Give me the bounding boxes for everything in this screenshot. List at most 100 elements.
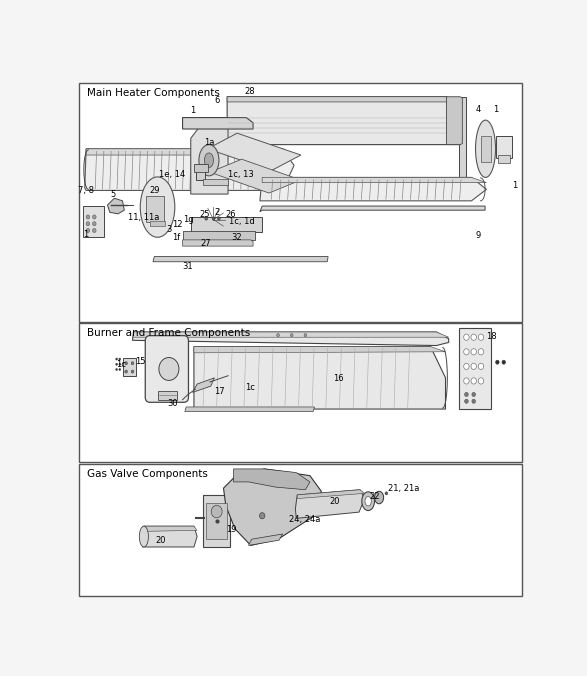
Polygon shape xyxy=(143,526,197,547)
Bar xyxy=(206,503,227,539)
Circle shape xyxy=(116,358,117,360)
Polygon shape xyxy=(86,149,294,155)
Polygon shape xyxy=(194,347,446,353)
Text: 21, 21a: 21, 21a xyxy=(387,483,419,493)
Polygon shape xyxy=(144,526,197,531)
Ellipse shape xyxy=(204,153,214,168)
Circle shape xyxy=(205,217,208,220)
Polygon shape xyxy=(248,534,283,546)
Polygon shape xyxy=(133,332,448,345)
Polygon shape xyxy=(183,118,253,129)
Polygon shape xyxy=(210,160,301,193)
Circle shape xyxy=(86,215,90,219)
Polygon shape xyxy=(193,378,214,392)
Text: 26: 26 xyxy=(225,210,235,219)
Ellipse shape xyxy=(375,491,384,504)
Ellipse shape xyxy=(140,177,175,237)
Text: 19: 19 xyxy=(227,525,237,534)
Circle shape xyxy=(211,506,222,518)
Polygon shape xyxy=(133,332,448,337)
Circle shape xyxy=(472,399,475,404)
Circle shape xyxy=(93,215,96,219)
Text: 1: 1 xyxy=(512,180,517,190)
Circle shape xyxy=(385,492,388,495)
Text: Burner and Frame Components: Burner and Frame Components xyxy=(87,329,251,339)
Bar xyxy=(194,164,208,172)
Ellipse shape xyxy=(362,492,375,510)
Polygon shape xyxy=(194,347,446,409)
Circle shape xyxy=(159,358,179,381)
Bar xyxy=(79,82,522,322)
Text: 1c, 13: 1c, 13 xyxy=(228,170,254,178)
Text: 30: 30 xyxy=(167,400,178,408)
Polygon shape xyxy=(183,240,253,246)
Polygon shape xyxy=(191,124,228,194)
Text: 5: 5 xyxy=(111,190,116,199)
Circle shape xyxy=(259,512,265,519)
Polygon shape xyxy=(107,198,124,214)
Circle shape xyxy=(116,368,117,370)
Polygon shape xyxy=(297,489,365,499)
Polygon shape xyxy=(224,469,321,546)
Text: 1f: 1f xyxy=(171,233,180,242)
Text: 2: 2 xyxy=(214,208,220,217)
Text: 15: 15 xyxy=(136,357,146,366)
Text: 18: 18 xyxy=(485,332,497,341)
Bar xyxy=(459,97,465,195)
Circle shape xyxy=(116,363,117,365)
Polygon shape xyxy=(227,97,460,102)
Text: 17: 17 xyxy=(214,387,224,396)
Text: 4: 4 xyxy=(475,105,481,114)
Circle shape xyxy=(464,363,469,370)
Text: 32: 32 xyxy=(231,233,242,242)
Circle shape xyxy=(86,222,90,226)
Bar xyxy=(498,155,510,163)
Text: 1c: 1c xyxy=(116,360,126,369)
Circle shape xyxy=(464,349,469,355)
Bar xyxy=(79,464,522,596)
Bar xyxy=(203,495,230,547)
Text: 9: 9 xyxy=(475,231,481,240)
Text: 1g: 1g xyxy=(183,214,193,224)
Bar xyxy=(157,391,177,400)
Circle shape xyxy=(478,349,484,355)
Polygon shape xyxy=(85,149,294,191)
Bar xyxy=(150,220,166,226)
Text: 1e, 14: 1e, 14 xyxy=(160,170,185,178)
Circle shape xyxy=(291,333,293,337)
Circle shape xyxy=(464,334,469,340)
Polygon shape xyxy=(234,469,310,489)
Text: Gas Valve Components: Gas Valve Components xyxy=(87,469,208,479)
Circle shape xyxy=(478,363,484,370)
Bar xyxy=(203,179,228,185)
Polygon shape xyxy=(208,133,301,170)
Text: 29: 29 xyxy=(149,186,160,195)
Circle shape xyxy=(93,228,96,233)
Bar xyxy=(123,358,136,376)
Text: 1: 1 xyxy=(493,105,498,114)
Polygon shape xyxy=(260,177,487,201)
Ellipse shape xyxy=(199,145,219,176)
Circle shape xyxy=(495,360,499,364)
Polygon shape xyxy=(295,489,365,518)
Text: 1c: 1c xyxy=(245,383,255,391)
Text: 1c, 1d: 1c, 1d xyxy=(229,217,255,226)
Bar xyxy=(83,206,104,237)
Circle shape xyxy=(471,363,477,370)
Bar xyxy=(459,329,491,409)
Text: 3: 3 xyxy=(166,225,171,234)
Circle shape xyxy=(212,217,215,220)
Text: 22: 22 xyxy=(369,492,380,501)
Circle shape xyxy=(471,334,477,340)
Bar xyxy=(146,195,164,222)
Bar xyxy=(183,231,255,240)
Circle shape xyxy=(464,378,469,384)
Ellipse shape xyxy=(365,496,372,506)
Polygon shape xyxy=(447,97,463,145)
Circle shape xyxy=(472,392,475,397)
Polygon shape xyxy=(227,97,460,145)
Polygon shape xyxy=(262,177,487,183)
Text: Main Heater Components: Main Heater Components xyxy=(87,88,220,98)
Text: 20: 20 xyxy=(330,498,340,506)
Text: 24, 24a: 24, 24a xyxy=(289,515,320,524)
